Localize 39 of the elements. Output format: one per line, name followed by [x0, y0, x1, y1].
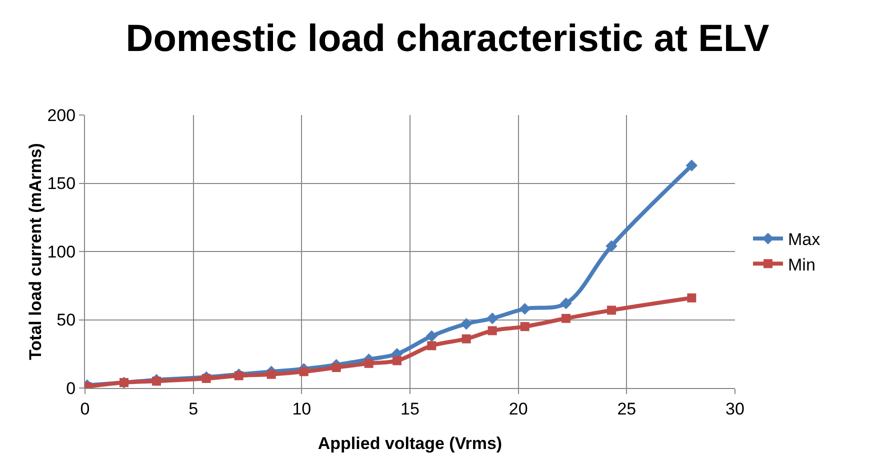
y-axis-title: Total load current (mArms): [26, 143, 45, 360]
point: [687, 293, 696, 302]
point: [426, 330, 438, 342]
point: [686, 160, 698, 172]
x-tick-label: 5: [188, 399, 198, 418]
x-tick-label: 0: [80, 399, 90, 418]
chart-title: Domestic load characteristic at ELV: [126, 18, 770, 60]
x-tick-label: 15: [400, 399, 420, 418]
point: [460, 318, 472, 330]
y-tick-label: 150: [47, 174, 76, 194]
x-tick-label: 25: [617, 399, 636, 418]
y-tick-label: 0: [66, 378, 76, 398]
point: [607, 306, 616, 315]
x-axis-title: Applied voltage (Vrms): [318, 434, 502, 453]
point: [486, 312, 498, 324]
point: [462, 334, 471, 344]
legend-label: Max: [788, 230, 821, 250]
point: [152, 376, 161, 386]
point: [520, 322, 530, 332]
point: [562, 314, 570, 323]
point: [202, 374, 211, 383]
point: [392, 356, 402, 366]
y-tick-label: 200: [47, 106, 76, 125]
point: [518, 302, 531, 315]
x-tick-label: 20: [508, 399, 528, 418]
y-tick-label: 100: [47, 242, 76, 262]
point: [488, 326, 497, 336]
x-tick-label: 30: [726, 399, 744, 418]
point: [266, 370, 276, 379]
x-tick-label: 10: [292, 399, 312, 418]
point: [560, 298, 572, 310]
point: [299, 367, 308, 376]
y-tick-label: 50: [56, 310, 76, 330]
point: [332, 363, 341, 372]
point: [427, 341, 436, 350]
legend-label: Min: [788, 255, 816, 274]
point: [234, 371, 244, 380]
point: [364, 358, 374, 368]
point: [606, 240, 618, 252]
